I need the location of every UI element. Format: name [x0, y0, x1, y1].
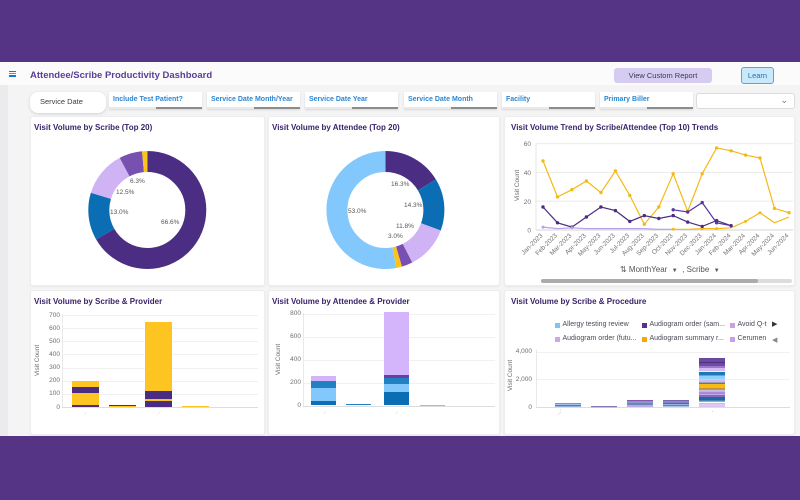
svg-text:0: 0 — [527, 228, 531, 235]
svg-text:20: 20 — [524, 199, 532, 206]
svg-text:60: 60 — [524, 141, 532, 148]
svg-text:40: 40 — [524, 170, 532, 177]
